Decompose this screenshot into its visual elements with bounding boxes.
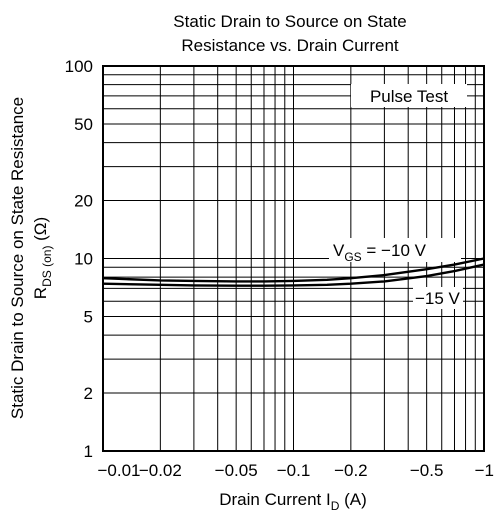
y-tick-label: 50 (74, 115, 93, 134)
plot-frame (102, 65, 485, 452)
vgs-15-label: −15 V (415, 289, 461, 308)
x-axis-label: Drain Current ID (A) (219, 490, 367, 513)
x-tick-label: −0.2 (334, 461, 368, 480)
x-tick-label: −0.05 (215, 461, 258, 480)
vgs-10-label-bg (329, 238, 461, 262)
x-tick-label: −0.01 (97, 461, 140, 480)
x-tick-label: −1 (475, 461, 494, 480)
y-axis-label-line-2: RDS (on) (Ω) (31, 217, 54, 299)
y-axis-label-line-1: Static Drain to Source on State Resistan… (8, 97, 27, 419)
x-tick-labels: −0.01−0.02 −0.05 −0.1 −0.2 −0.5 −1 (97, 461, 494, 480)
y-tick-label: 20 (74, 192, 93, 211)
vgs-15-label-bg (413, 287, 463, 309)
y-tick-label: 2 (84, 384, 93, 403)
y-tick-label: 5 (84, 307, 93, 326)
y-axis-label-sub: DS (on) (40, 246, 54, 287)
y-axis-label-main: R (31, 287, 50, 299)
series-line-1 (102, 257, 485, 283)
vgs-10-label: VGS = −10 V (333, 241, 427, 264)
x-axis-label-unit: (A) (339, 490, 366, 509)
vgs-10-value: = −10 V (362, 241, 427, 260)
series-line-2 (102, 263, 485, 287)
series-group (102, 257, 485, 287)
x-tick-label: −0.02 (139, 461, 182, 480)
vgs-subscript: GS (344, 250, 361, 264)
y-tick-label: 1 (84, 442, 93, 461)
chart-title-line-1: Static Drain to Source on State (173, 12, 406, 31)
x-tick-label: −0.5 (410, 461, 444, 480)
x-axis-label-sub: D (331, 499, 340, 513)
y-tick-label: 100 (65, 57, 93, 76)
x-tick-label: −0.1 (277, 461, 311, 480)
vgs-symbol: V (333, 241, 345, 260)
y-axis-label-unit: (Ω) (31, 217, 50, 246)
pulse-test-label-bg (351, 84, 467, 107)
y-tick-labels: 1 2 5 10 20 50 100 (65, 57, 93, 461)
pulse-test-label: Pulse Test (370, 87, 448, 106)
chart-title-line-2: Resistance vs. Drain Current (181, 36, 399, 55)
y-tick-label: 10 (74, 250, 93, 269)
x-axis-label-main: Drain Current I (219, 490, 330, 509)
